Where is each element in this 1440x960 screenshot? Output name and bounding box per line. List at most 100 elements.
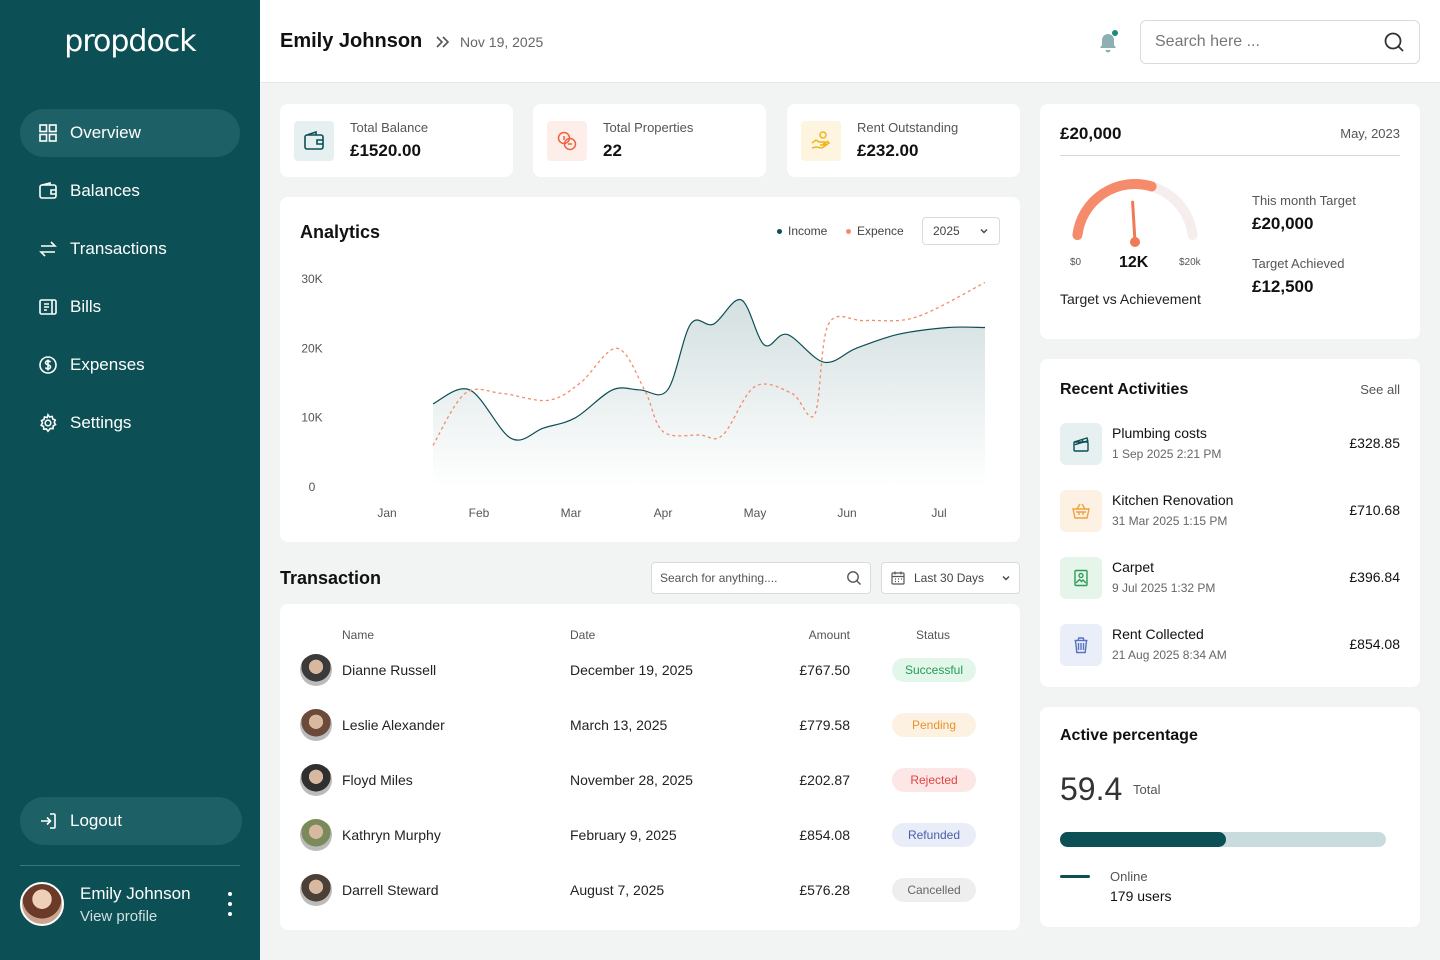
- sidebar: propdock Overview Balances Transactions …: [0, 0, 260, 960]
- logout-button[interactable]: Logout: [20, 797, 242, 845]
- target-achieved-value: £12,500: [1252, 277, 1314, 296]
- month-target-value: £20,000: [1252, 214, 1314, 233]
- activity-name: Rent Collected: [1112, 626, 1204, 642]
- recent-activities-card: Recent Activities See all Plumbing costs…: [1040, 359, 1420, 687]
- row-name: Floyd Miles: [342, 772, 413, 788]
- sidebar-item-balances[interactable]: Balances: [20, 167, 240, 215]
- activity-item[interactable]: Rent Collected 21 Aug 2025 8:34 AM £854.…: [1060, 624, 1400, 668]
- profile-block[interactable]: Emily Johnson View profile: [20, 880, 242, 928]
- table-row[interactable]: Leslie Alexander March 13, 2025 £779.58 Pen…: [280, 705, 1020, 745]
- activity-item[interactable]: Plumbing costs 1 Sep 2025 2:21 PM £328.8…: [1060, 423, 1400, 467]
- active-percentage-label: Total: [1133, 782, 1161, 797]
- clapper-icon: [1060, 423, 1102, 465]
- target-date: May, 2023: [1340, 126, 1400, 141]
- row-name: Darrell Steward: [342, 882, 439, 898]
- avatar: [20, 882, 64, 926]
- transaction-title: Transaction: [280, 568, 382, 588]
- dollar-circle-icon: [39, 356, 57, 374]
- status-badge: Cancelled: [892, 878, 976, 902]
- activity-item[interactable]: Carpet 9 Jul 2025 1:32 PM £396.84: [1060, 557, 1400, 601]
- date-range-select[interactable]: Last 30 Days: [881, 562, 1020, 594]
- sidebar-item-overview[interactable]: Overview: [20, 109, 240, 157]
- legend-expense: Expence: [846, 224, 904, 238]
- gauge-value: 12K: [1119, 254, 1149, 271]
- year-select[interactable]: 2025: [922, 217, 1000, 245]
- y-tick-label: 0: [309, 480, 316, 494]
- gauge-caption: Target vs Achievement: [1060, 291, 1201, 307]
- table-row[interactable]: Floyd Miles November 28, 2025 £202.87 Rejec…: [280, 760, 1020, 800]
- stat-value: £1520.00: [350, 141, 421, 160]
- view-profile-link[interactable]: View profile: [80, 907, 158, 925]
- activity-amount: £396.84: [1349, 569, 1400, 585]
- activity-time: 31 Mar 2025 1:15 PM: [1112, 514, 1228, 528]
- gauge-max: $20k: [1179, 257, 1201, 268]
- x-tick-label: Jun: [837, 506, 856, 520]
- activity-amount: £710.68: [1349, 502, 1400, 518]
- target-achieved-label: Target Achieved: [1252, 256, 1345, 271]
- row-date: August 7, 2025: [570, 882, 665, 898]
- date-range-value: Last 30 Days: [914, 571, 985, 585]
- x-tick-label: Mar: [561, 506, 582, 520]
- search-icon[interactable]: [1383, 31, 1405, 53]
- sidebar-item-bills[interactable]: Bills: [20, 283, 240, 331]
- sidebar-item-expenses[interactable]: Expenses: [20, 341, 240, 389]
- progress-bar-track: [1060, 832, 1386, 847]
- coins-icon: [547, 120, 587, 161]
- analytics-title: Analytics: [300, 222, 381, 242]
- page-title: Emily Johnson: [280, 30, 423, 52]
- bell-icon[interactable]: [1096, 29, 1120, 55]
- online-users-value: 179 users: [1110, 888, 1172, 904]
- activity-name: Kitchen Renovation: [1112, 492, 1234, 508]
- active-percentage-title: Active percentage: [1060, 727, 1198, 744]
- gear-icon: [40, 413, 57, 433]
- table-row[interactable]: Kathryn Murphy February 9, 2025 £854.08 Ref…: [280, 815, 1020, 855]
- table-row[interactable]: Dianne Russell December 19, 2025 £767.50 Su…: [280, 650, 1020, 690]
- avatar: [300, 819, 332, 851]
- sidebar-item-label: Expenses: [70, 355, 145, 374]
- status-badge: Refunded: [892, 823, 976, 847]
- target-amount: £20,000: [1060, 124, 1122, 143]
- x-tick-label: May: [744, 506, 767, 520]
- top-header: Emily Johnson Nov 19, 2025: [260, 0, 1440, 83]
- activity-item[interactable]: Kitchen Renovation 31 Mar 2025 1:15 PM £…: [1060, 490, 1400, 534]
- transaction-search-input[interactable]: [660, 571, 846, 585]
- target-card: £20,000 May, 2023 $0 12K $20k Target vs …: [1040, 104, 1420, 339]
- row-amount: £779.58: [799, 717, 850, 733]
- year-select-value: 2025: [933, 224, 960, 238]
- calendar-icon: [891, 571, 905, 585]
- stat-value: 22: [603, 141, 622, 160]
- search-input[interactable]: [1155, 33, 1383, 51]
- row-name: Kathryn Murphy: [342, 827, 441, 843]
- status-badge: Successful: [892, 658, 976, 682]
- more-options-icon[interactable]: [222, 892, 238, 916]
- row-date: February 9, 2025: [570, 827, 677, 843]
- sidebar-item-settings[interactable]: Settings: [20, 399, 240, 447]
- table-row[interactable]: Darrell Steward August 7, 2025 £576.28 Canc…: [280, 870, 1020, 910]
- row-amount: £202.87: [799, 772, 850, 788]
- chevron-down-icon: [980, 229, 988, 234]
- row-amount: £576.28: [799, 882, 850, 898]
- row-amount: £767.50: [799, 662, 850, 678]
- activity-amount: £854.08: [1349, 636, 1400, 652]
- column-header-amount: Amount: [808, 628, 850, 642]
- row-date: December 19, 2025: [570, 662, 693, 678]
- transaction-search[interactable]: [651, 562, 871, 594]
- expense-line: [432, 281, 986, 446]
- header-search[interactable]: [1140, 20, 1420, 64]
- gauge-min: $0: [1070, 257, 1082, 268]
- progress-bar-fill: [1060, 832, 1226, 847]
- activity-time: 21 Aug 2025 8:34 AM: [1112, 648, 1227, 662]
- sidebar-item-label: Bills: [70, 297, 102, 316]
- see-all-link[interactable]: See all: [1360, 382, 1400, 397]
- sidebar-item-transactions[interactable]: Transactions: [20, 225, 240, 273]
- x-tick-label: Apr: [654, 506, 673, 520]
- search-icon[interactable]: [846, 570, 862, 586]
- brand-logo[interactable]: propdock: [64, 24, 196, 59]
- activity-name: Carpet: [1112, 559, 1155, 575]
- y-tick-label: 10K: [301, 411, 322, 425]
- stat-label: Total Properties: [603, 120, 694, 135]
- profile-name: Emily Johnson: [80, 883, 191, 903]
- activity-time: 1 Sep 2025 2:21 PM: [1112, 447, 1222, 461]
- chevron-down-icon: [1002, 576, 1010, 581]
- legend-swatch: [1060, 875, 1090, 878]
